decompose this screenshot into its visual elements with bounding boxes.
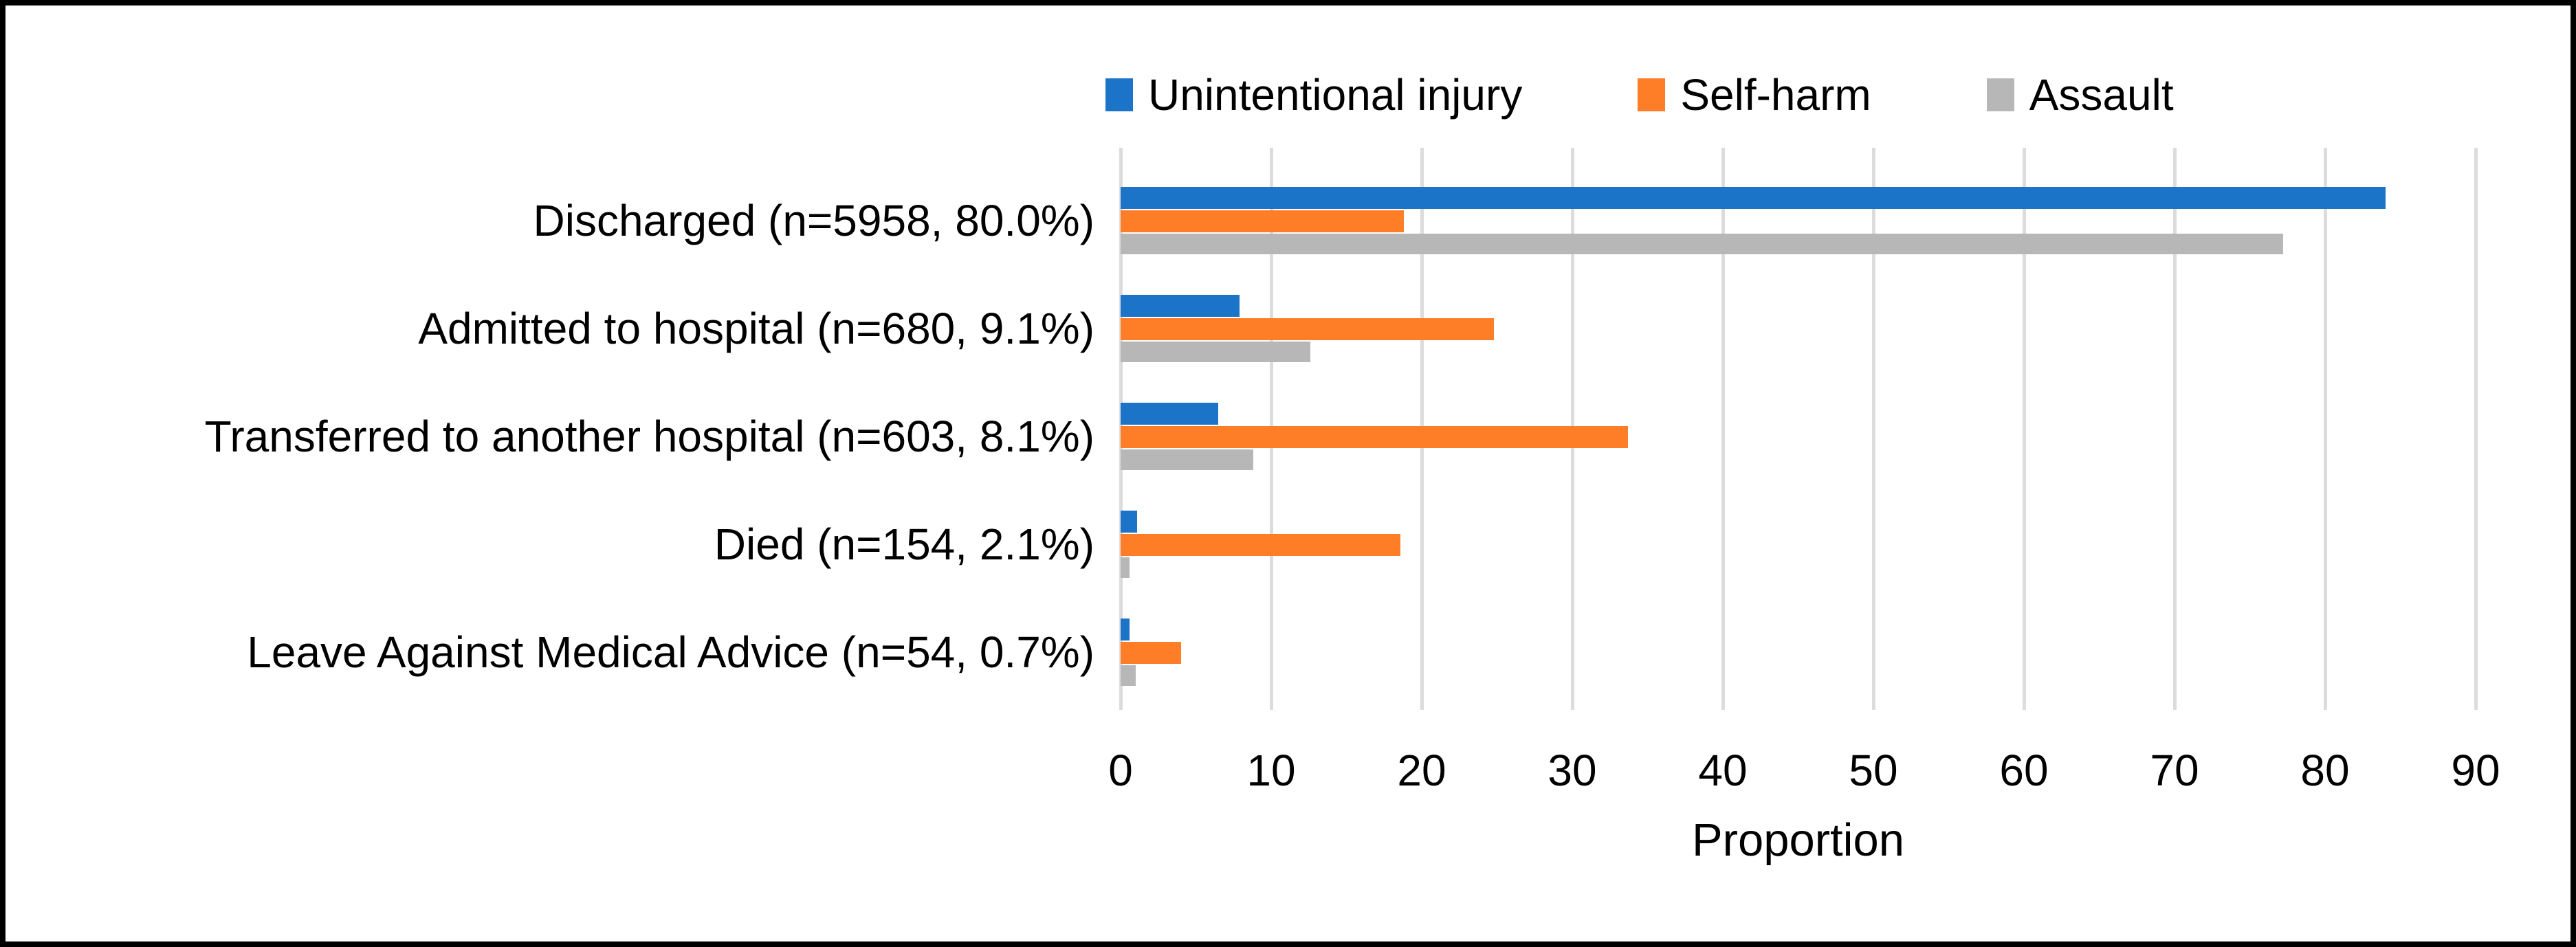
bar-assault <box>1121 449 1253 470</box>
gridline <box>2173 148 2177 710</box>
category-label: Leave Against Medical Advice (n=54, 0.7%… <box>247 627 1094 677</box>
x-axis-title: Proportion <box>1691 814 1905 866</box>
category-label: Transferred to another hospital (n=603, … <box>204 412 1094 461</box>
x-axis-tick-label: 60 <box>1999 746 2049 795</box>
gridline <box>1872 148 1875 710</box>
bar-unintentional-injury <box>1121 295 1240 317</box>
plot-area <box>1119 148 2478 710</box>
category-label: Died (n=154, 2.1%) <box>714 520 1094 569</box>
bar-assault <box>1121 342 1310 362</box>
legend-marker-icon <box>1986 78 2014 111</box>
bar-assault <box>1121 557 1130 578</box>
bar-assault <box>1121 234 2283 254</box>
category-label: Discharged (n=5958, 80.0%) <box>533 196 1095 245</box>
gridline <box>2474 148 2478 710</box>
bar-self-harm <box>1121 534 1400 556</box>
x-axis-tick-label: 40 <box>1698 746 1748 795</box>
bar-unintentional-injury <box>1121 403 1218 425</box>
x-axis-tick-label: 70 <box>2150 746 2199 795</box>
legend-marker-icon <box>1638 78 1666 111</box>
legend-label: Unintentional injury <box>1148 70 1523 120</box>
bar-self-harm <box>1121 318 1494 340</box>
x-axis-tick-label: 20 <box>1397 746 1446 795</box>
bar-self-harm <box>1121 210 1404 232</box>
x-axis-tick-label: 80 <box>2300 746 2350 795</box>
x-axis-tick-label: 30 <box>1548 746 1597 795</box>
x-axis-tick-label: 50 <box>1849 746 1898 795</box>
legend-item: Unintentional injury <box>1105 73 1522 117</box>
chart-legend: Unintentional injury Self-harm Assault <box>1105 66 2174 124</box>
category-label: Admitted to hospital (n=680, 9.1%) <box>418 304 1094 353</box>
x-axis-tick-label: 10 <box>1246 746 1296 795</box>
bar-assault <box>1121 665 1136 686</box>
bar-unintentional-injury <box>1121 511 1137 533</box>
x-axis-tick-label: 90 <box>2451 746 2500 795</box>
legend-label: Assault <box>2029 70 2174 120</box>
bar-self-harm <box>1121 426 1628 448</box>
gridline <box>2324 148 2327 710</box>
bar-self-harm <box>1121 642 1181 664</box>
gridline <box>1721 148 1725 710</box>
x-axis-tick-label: 0 <box>1108 746 1133 795</box>
legend-label: Self-harm <box>1680 70 1871 120</box>
legend-item: Assault <box>1986 70 2174 120</box>
legend-item: Self-harm <box>1638 73 1871 117</box>
bar-unintentional-injury <box>1121 187 2386 209</box>
bar-unintentional-injury <box>1121 619 1130 640</box>
legend-marker-icon <box>1105 78 1133 111</box>
gridline <box>2023 148 2026 710</box>
